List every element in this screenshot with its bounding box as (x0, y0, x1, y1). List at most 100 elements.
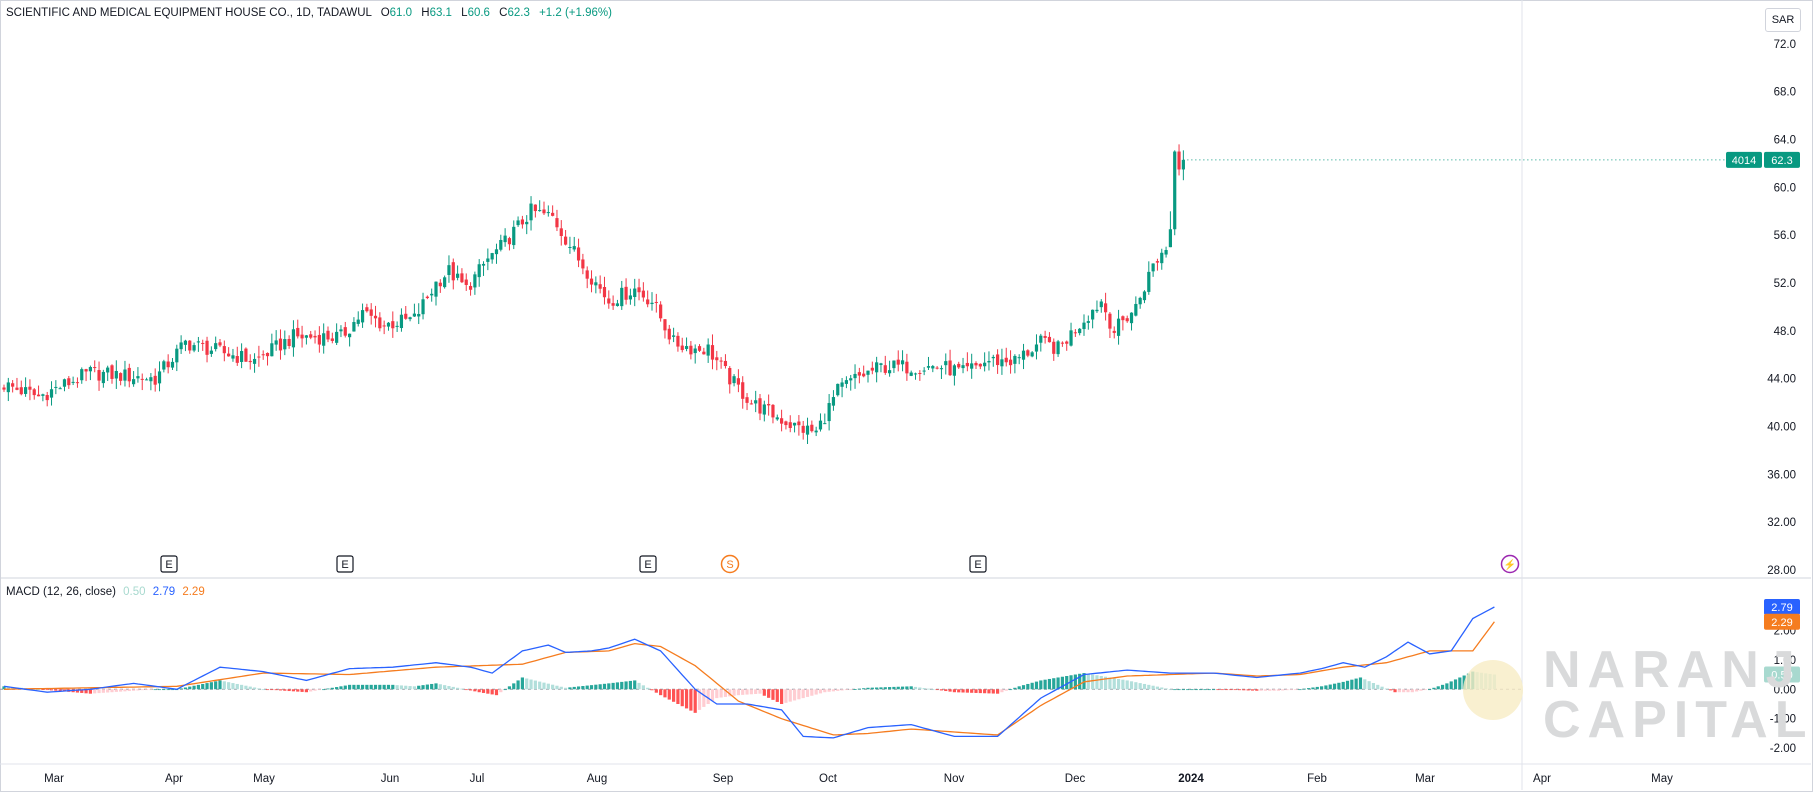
candle-body (952, 365, 956, 376)
symbol-title[interactable]: SCIENTIFIC AND MEDICAL EQUIPMENT HOUSE C… (6, 7, 372, 19)
macd-histogram-bar (827, 689, 831, 692)
hist-value-tag-text: 0.50 (1771, 670, 1792, 682)
macd-histogram-bar (633, 680, 637, 690)
macd-histogram-bar (119, 689, 123, 692)
macd-histogram-bar (330, 687, 334, 690)
macd-histogram-bar (240, 684, 244, 690)
earnings-marker-label: E (974, 559, 981, 571)
candle-body (978, 363, 982, 367)
candle-body (278, 338, 283, 351)
candle-body (857, 372, 861, 376)
macd-histogram-bar (481, 689, 486, 693)
candle-body (309, 334, 313, 338)
macd-histogram-bar (278, 689, 283, 691)
macd-histogram-bar (265, 689, 270, 691)
macd-histogram-bar (447, 686, 451, 690)
macd-histogram-bar (209, 682, 213, 690)
candle-body (844, 380, 848, 384)
macd-histogram-bar (106, 689, 110, 693)
macd-histogram-bar (862, 688, 866, 690)
candle-body (905, 361, 909, 374)
candle-body (883, 365, 887, 373)
candle-body (624, 286, 628, 300)
macd-histogram-bar (572, 686, 576, 690)
high-label: H (421, 7, 430, 19)
candle-body (814, 430, 818, 433)
macd-histogram-bar (559, 686, 563, 690)
macd-histogram-bar (749, 689, 753, 695)
candle-body (322, 333, 326, 346)
candle-body (71, 381, 75, 383)
macd-histogram-bar (58, 689, 62, 692)
macd-histogram-bar (309, 689, 313, 692)
candle-body (175, 348, 179, 363)
macd-histogram-bar (136, 689, 140, 691)
candle-body (503, 235, 507, 243)
candle-body (421, 299, 425, 315)
macd-histogram-bar (252, 687, 257, 690)
macd-histogram-bar (1073, 674, 1077, 690)
macd-histogram-bar (287, 689, 291, 692)
lightning-marker-label: ⚡ (1504, 558, 1516, 571)
candle-body (360, 310, 365, 323)
candle-body (1116, 318, 1121, 336)
macd-histogram-bar (1082, 673, 1086, 690)
macd-histogram-bar (684, 689, 689, 709)
candle-body (939, 368, 944, 370)
candle-body (913, 373, 918, 375)
macd-histogram-bar (1250, 689, 1255, 691)
candle-body (240, 351, 244, 362)
candle-body (1160, 252, 1164, 264)
macd-histogram-bar (399, 685, 404, 690)
macd-histogram-bar (836, 689, 840, 691)
candle-body (144, 379, 149, 381)
watermark-line1: NARANJ (1543, 641, 1802, 699)
time-axis-label: Feb (1307, 773, 1327, 785)
signal-value-tag-text: 2.29 (1771, 617, 1792, 629)
macd-histogram-bar (1173, 689, 1177, 691)
macd-histogram-bar (857, 688, 861, 690)
macd-histogram-bar (931, 689, 935, 691)
candle-body (689, 345, 693, 355)
signal-value-tag (1764, 613, 1800, 630)
macd-histogram-bar (1216, 689, 1220, 691)
candle-body (926, 366, 931, 368)
macd-histogram-bar (1406, 689, 1410, 693)
candle-body (702, 351, 706, 355)
macd-histogram-bar (425, 684, 429, 690)
candle-body (41, 394, 45, 396)
candle-body (900, 360, 905, 365)
candle-body (849, 378, 853, 381)
macd-histogram-bar (222, 681, 226, 690)
macd-histogram-bar (1065, 676, 1069, 690)
candle-body (875, 362, 879, 373)
macd-histogram-bar (991, 689, 995, 694)
macd-histogram-bar (693, 689, 697, 713)
macd-histogram-bar (456, 687, 460, 690)
candle-body (987, 360, 991, 363)
candle-body (136, 376, 140, 379)
macd-histogram-bar (257, 688, 261, 690)
macd-histogram-bar (291, 689, 296, 692)
macd-histogram-bar (352, 684, 356, 690)
candle-body (283, 339, 287, 350)
macd-histogram-bar (438, 684, 442, 690)
candle-body (589, 278, 594, 285)
candle-body (1168, 229, 1172, 248)
candle-body (261, 354, 265, 356)
macd-indicator-label[interactable]: MACD (12, 26, close) (6, 586, 116, 598)
macd-histogram-bar (1380, 686, 1384, 690)
macd-histogram-bar (913, 686, 918, 690)
macd-histogram-bar (840, 689, 844, 691)
price-tag (1764, 151, 1800, 168)
candle-body (974, 362, 978, 366)
candle-body (434, 281, 438, 297)
macd-histogram-bar (732, 689, 736, 696)
currency-button[interactable]: SAR (1765, 8, 1801, 32)
candle-body (274, 340, 278, 345)
macd-histogram-bar (689, 689, 693, 711)
macd-histogram-bar (235, 683, 239, 690)
macd-histogram-bar (1138, 683, 1142, 690)
candle-body (1030, 352, 1034, 357)
